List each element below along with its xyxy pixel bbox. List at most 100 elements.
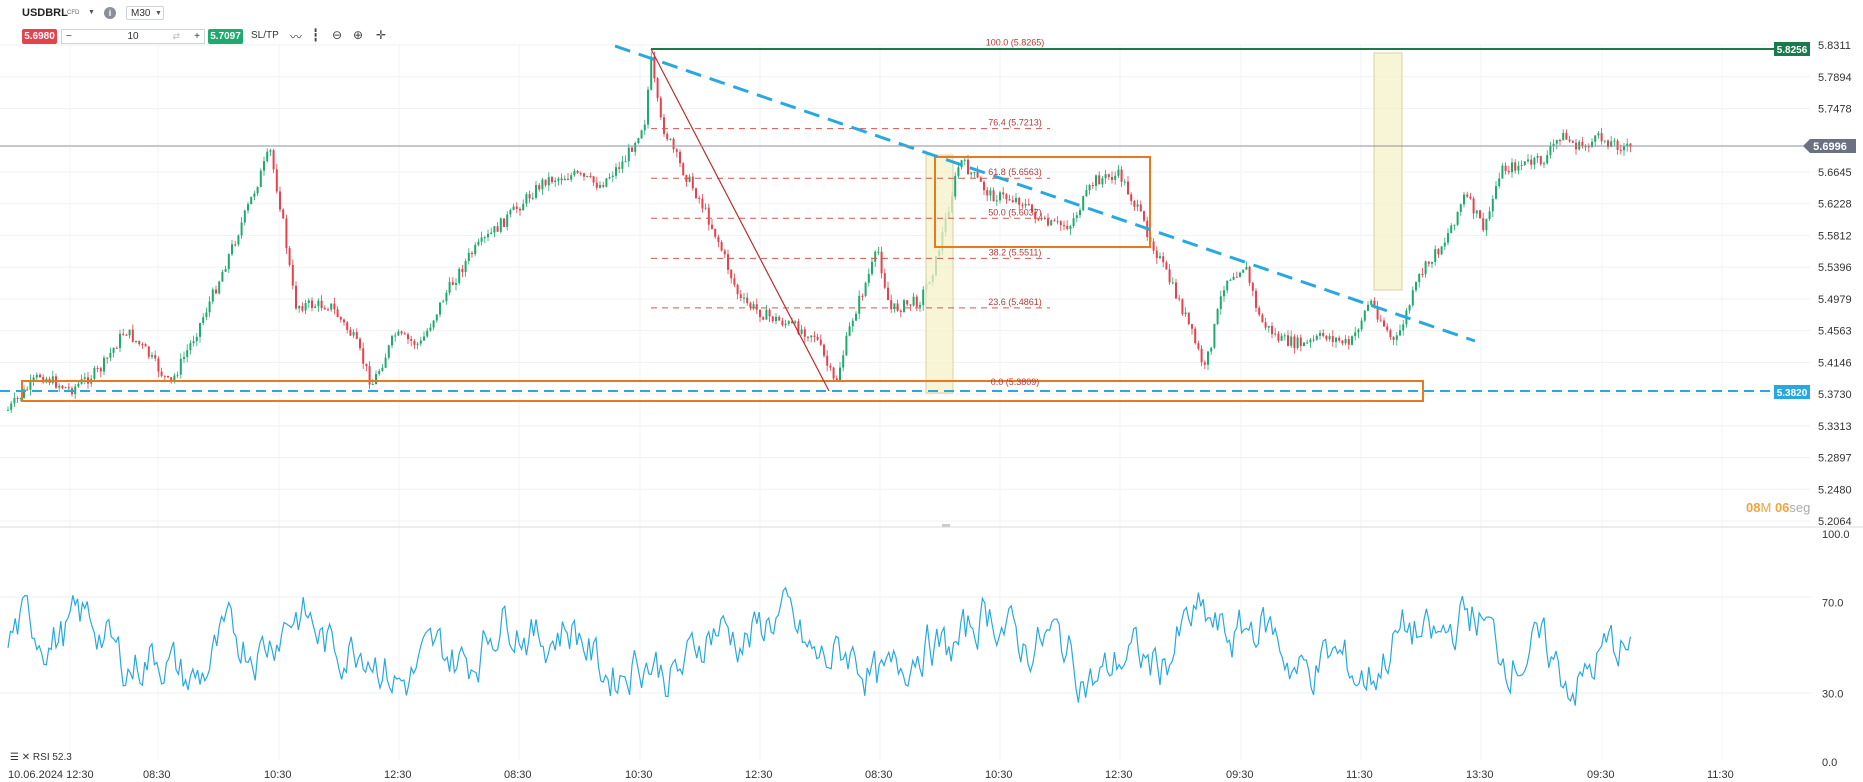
candle-body <box>311 300 313 308</box>
candle-body <box>61 385 64 389</box>
downtrend-line[interactable] <box>614 44 1476 343</box>
candle-body <box>272 150 275 170</box>
candle-timer: 08M 06seg <box>1746 500 1810 515</box>
pane-resize-handle[interactable] <box>942 524 950 527</box>
price-tick-label: 5.3313 <box>1818 421 1852 433</box>
candle-body <box>1008 199 1011 201</box>
candle-body <box>1034 211 1037 220</box>
quantity-value[interactable]: 10 <box>127 31 139 42</box>
candle-body <box>1120 169 1123 182</box>
time-tick-label: 08:30 <box>504 769 532 781</box>
candle-body <box>1280 335 1283 341</box>
candle-body <box>343 319 345 323</box>
candle-body <box>1242 269 1245 273</box>
line-chart-icon[interactable]: 〰 <box>290 30 303 44</box>
zoom-out-icon[interactable]: ⊖ <box>332 28 343 42</box>
candle-body <box>778 316 781 321</box>
candle-body <box>1043 217 1046 220</box>
candle-body <box>672 138 675 150</box>
sltp-button[interactable]: SL/TP <box>251 30 279 41</box>
symbol-dropdown-icon[interactable]: ▼ <box>88 9 95 16</box>
candle-body <box>1239 272 1241 277</box>
candle-body <box>1114 175 1117 180</box>
buy-price-button[interactable]: 5.7097 <box>208 29 243 44</box>
candle-body <box>1514 162 1517 171</box>
candle-body <box>288 248 291 265</box>
highlight-box-1[interactable] <box>925 154 954 394</box>
symbol-name[interactable]: USDBRL <box>22 7 68 19</box>
candle-body <box>1152 241 1155 251</box>
candle-body <box>480 237 483 242</box>
candle-body <box>1309 339 1312 343</box>
fib-trend-line[interactable] <box>650 48 830 392</box>
candle-body <box>147 346 150 357</box>
zoom-in-icon[interactable]: ⊕ <box>353 28 364 42</box>
candle-body <box>339 317 342 320</box>
candle-body <box>816 336 819 340</box>
candle-body <box>832 367 835 379</box>
candle-body <box>416 343 419 345</box>
time-axis[interactable]: 10.06.2024 12:30 08:30 10:30 12:30 08:30 10:3… <box>8 769 1734 781</box>
candle-body <box>583 173 585 177</box>
quantity-stepper[interactable]: − 10 ⇄ + <box>61 29 205 44</box>
candle-body <box>16 397 19 399</box>
candle-body <box>1162 256 1165 263</box>
crosshair-icon[interactable]: ✛ <box>376 28 387 42</box>
candle-body <box>1565 132 1568 140</box>
candle-body <box>586 176 589 178</box>
candle-body <box>1469 196 1472 199</box>
candle-body <box>26 389 29 391</box>
candle-body <box>919 304 921 307</box>
rsi-axis[interactable]: 100.0 70.0 30.0 0.0 <box>1822 529 1850 769</box>
candle-body <box>1303 342 1305 347</box>
candle-body <box>787 321 790 324</box>
time-tick-label: 12:30 <box>384 769 412 781</box>
candle-body <box>1079 210 1081 216</box>
candle-body <box>973 172 976 174</box>
increase-button[interactable]: + <box>194 31 200 42</box>
candle-body <box>1613 140 1616 142</box>
candle-body <box>970 172 973 175</box>
consolidation-rectangle[interactable] <box>934 156 1151 248</box>
chevron-down-icon: ▼ <box>155 10 162 17</box>
fibonacci-retracement[interactable]: 100.0 (5.8265) 76.4 (5.7213) 61.8 (5.6563)… <box>651 38 1050 388</box>
info-icon[interactable]: i <box>104 7 116 19</box>
sell-price-button[interactable]: 5.6980 <box>22 29 57 44</box>
candle-body <box>285 218 288 249</box>
candle-body <box>1021 204 1024 206</box>
candlestick-icon[interactable]: ┇ <box>312 28 320 42</box>
candle-body <box>1232 276 1235 280</box>
candle-body <box>371 384 374 386</box>
candle-body <box>567 178 569 180</box>
chart-drawings[interactable]: 100.0 (5.8265) 76.4 (5.7213) 61.8 (5.6563)… <box>0 38 1810 402</box>
candle-body <box>845 335 848 356</box>
candle-body <box>842 355 845 368</box>
timeframe-select[interactable]: M30 ▼ <box>126 6 164 20</box>
candle-body <box>1258 307 1261 315</box>
candle-body <box>493 226 496 233</box>
candle-body <box>1629 143 1632 147</box>
candle-body <box>1187 312 1190 325</box>
swap-icon[interactable]: ⇄ <box>172 31 180 41</box>
candle-body <box>624 161 627 163</box>
candle-body <box>394 335 397 337</box>
candle-body <box>1360 320 1363 330</box>
candle-body <box>330 303 333 310</box>
highlight-box-2[interactable] <box>1373 52 1403 291</box>
candle-body <box>477 241 480 245</box>
rsi-indicator-label[interactable]: ☰ ✕ RSI 52.3 <box>10 752 72 763</box>
candle-body <box>704 207 707 209</box>
rsi-pane[interactable] <box>0 586 1812 706</box>
price-axis[interactable]: 5.8311 5.7894 5.7478 5.6645 5.6228 5.5812 5.53… <box>1818 40 1852 528</box>
candle-body <box>707 207 710 225</box>
decrease-button[interactable]: − <box>66 31 72 42</box>
close-icon[interactable]: ✕ <box>21 752 31 763</box>
indicator-menu-icon[interactable]: ☰ <box>10 752 19 763</box>
candle-body <box>1143 211 1145 221</box>
candle-body <box>1306 342 1309 344</box>
candle-body <box>858 295 861 314</box>
candle-body <box>807 336 809 338</box>
candle-body <box>1581 141 1584 147</box>
candle-body <box>1450 225 1453 234</box>
